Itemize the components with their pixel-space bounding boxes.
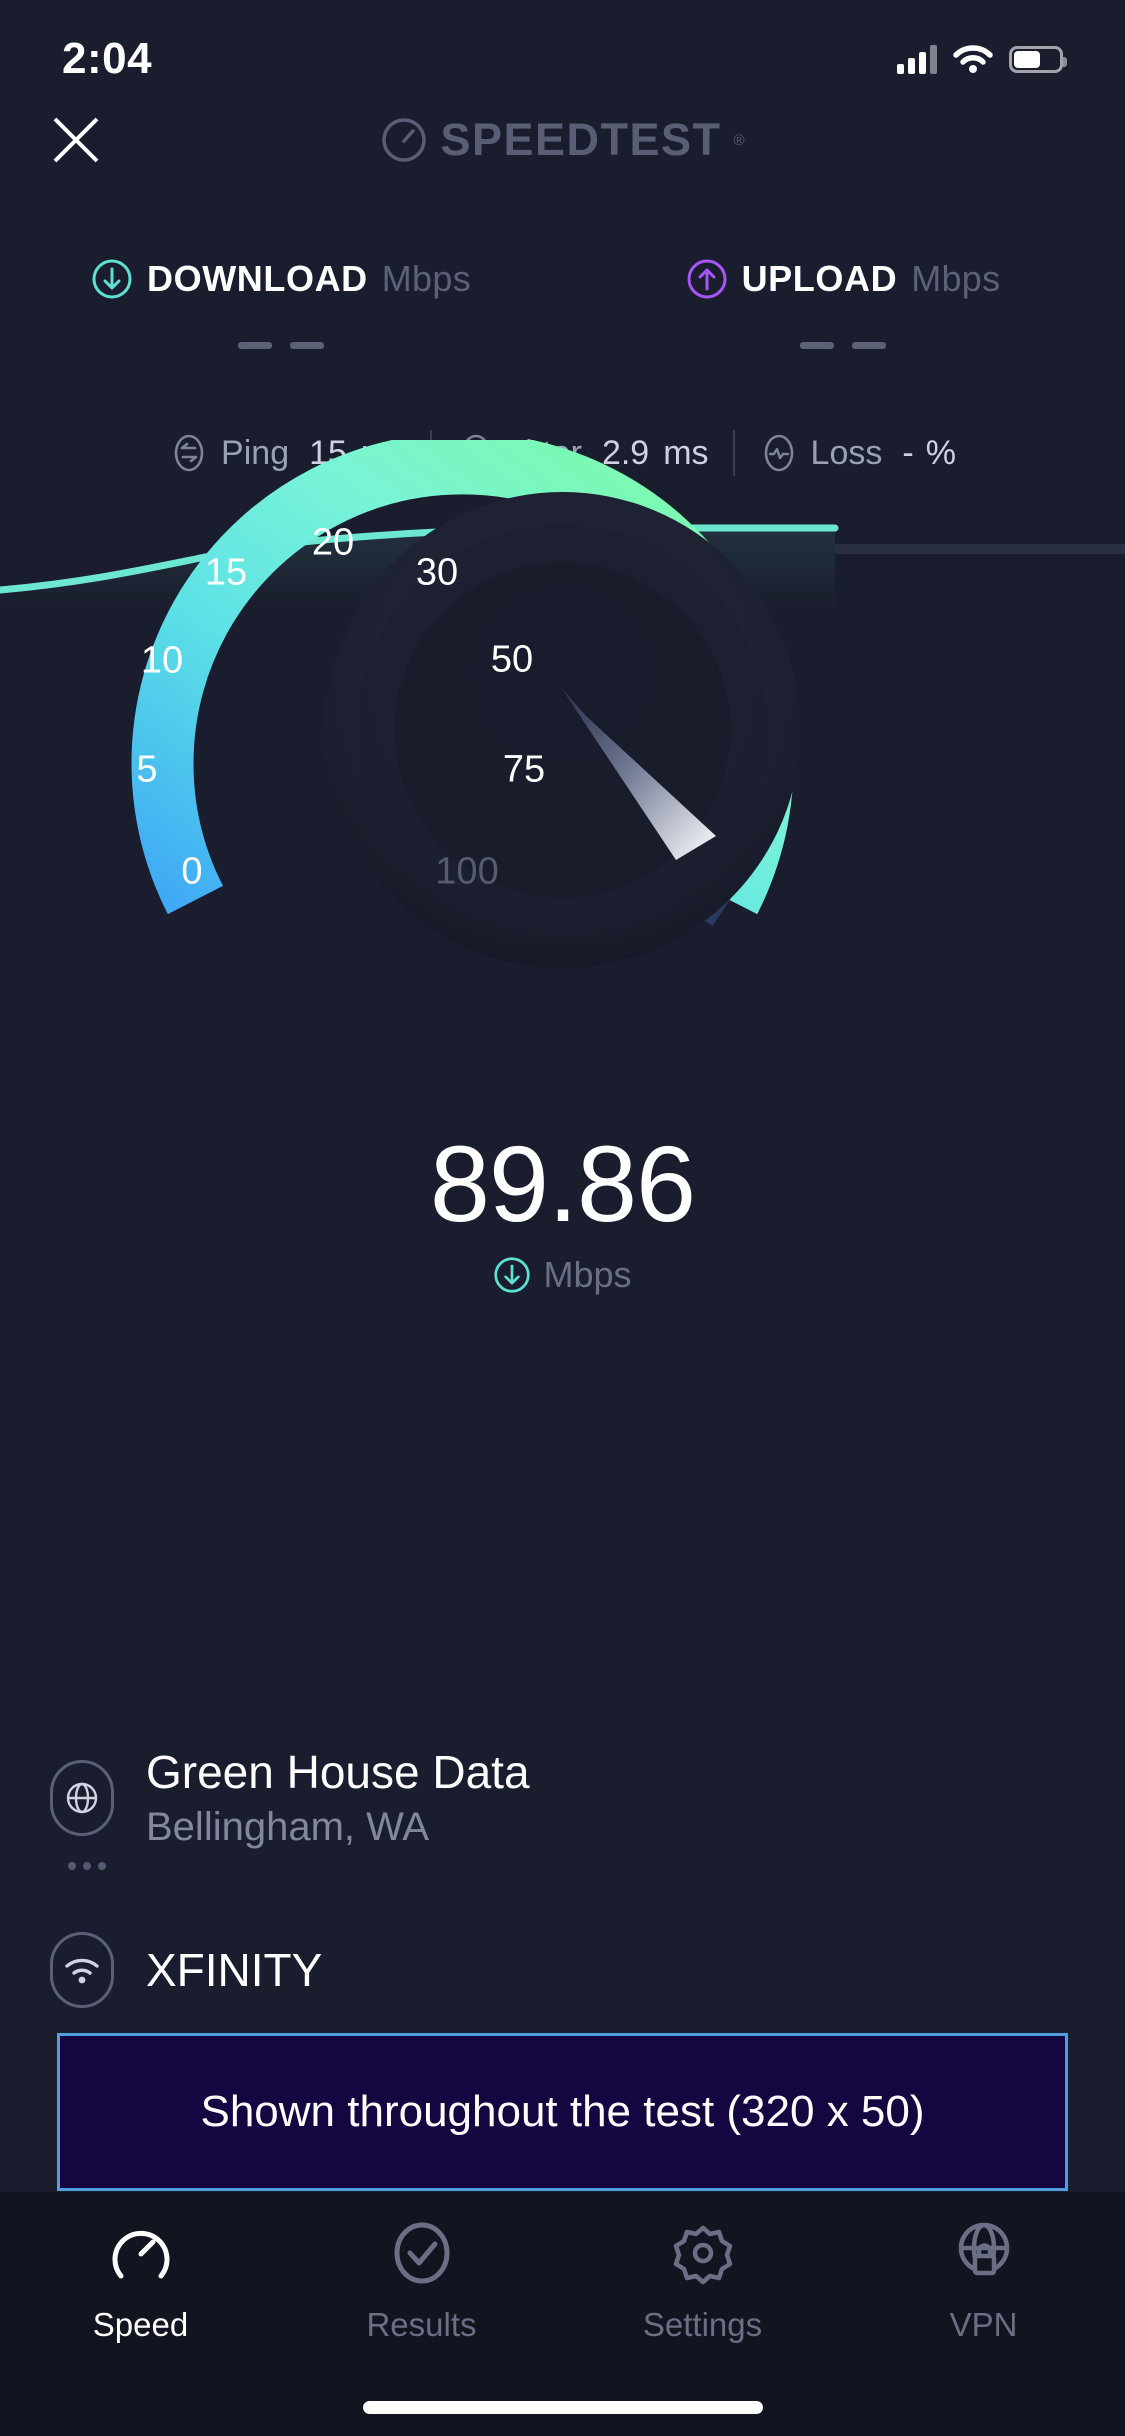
ellipsis-icon[interactable] xyxy=(68,1862,1075,1870)
battery-icon xyxy=(1009,45,1067,73)
upload-arrow-icon xyxy=(687,259,727,299)
loss-label: Loss xyxy=(810,433,883,472)
connection-info: Green House Data Bellingham, WA XFINITY xyxy=(50,1745,1075,2008)
wifi-icon xyxy=(50,1932,114,2008)
tab-settings[interactable]: Settings xyxy=(562,2220,843,2344)
gauge-tick-50: 50 xyxy=(490,638,534,681)
brand-trademark: ® xyxy=(733,131,745,149)
download-label: DOWNLOAD xyxy=(147,258,368,299)
ad-banner-text: Shown throughout the test (320 x 50) xyxy=(200,2087,925,2136)
loss-value: - xyxy=(902,433,914,472)
isp-row[interactable]: XFINITY xyxy=(50,1932,1075,2008)
status-indicators xyxy=(897,44,1067,74)
close-button[interactable] xyxy=(40,104,112,176)
ping-label: Ping xyxy=(221,433,290,472)
globe-icon xyxy=(50,1759,114,1836)
loss-stat: Loss - % xyxy=(759,433,956,473)
bottom-tab-bar: Speed Results Settings VPN xyxy=(0,2192,1125,2436)
loss-unit: % xyxy=(925,433,956,472)
brand-name: SPEEDTEST xyxy=(440,114,722,165)
tab-results[interactable]: Results xyxy=(281,2220,562,2344)
tab-label-results: Results xyxy=(366,2306,477,2343)
gauge-tick-30: 30 xyxy=(415,551,459,594)
jitter-value: 2.9 xyxy=(601,433,650,472)
upload-label: UPLOAD xyxy=(741,258,898,299)
check-circle-icon xyxy=(394,2222,449,2284)
tab-vpn[interactable]: VPN xyxy=(843,2220,1124,2344)
speed-metrics-row: DOWNLOAD Mbps UPLOAD Mbps xyxy=(0,258,1125,349)
ad-banner[interactable]: Shown throughout the test (320 x 50) xyxy=(57,2033,1068,2191)
graph-track xyxy=(835,544,1125,554)
speedometer-icon xyxy=(112,2230,169,2279)
isp-name: XFINITY xyxy=(146,1944,323,1996)
brand-logo: SPEEDTEST ® xyxy=(380,114,745,166)
gauge-unit-row: Mbps xyxy=(493,1254,632,1296)
close-icon xyxy=(53,117,99,163)
status-time: 2:04 xyxy=(62,34,153,83)
download-unit: Mbps xyxy=(381,258,471,299)
app-header: SPEEDTEST ® xyxy=(0,100,1125,180)
tab-label-vpn: VPN xyxy=(949,2306,1018,2343)
upload-value xyxy=(800,342,886,349)
gauge-tick-20: 20 xyxy=(311,521,355,564)
jitter-unit: ms xyxy=(663,433,709,472)
download-metric: DOWNLOAD Mbps xyxy=(0,258,562,349)
gauge-value: 89.86 xyxy=(429,1123,696,1244)
gauge-tick-100: 100 xyxy=(435,850,499,893)
status-bar: 2:04 xyxy=(0,0,1125,100)
globe-lock-icon xyxy=(958,2222,1009,2276)
gauge-readout: 89.86 Mbps xyxy=(0,1130,1125,1296)
server-row[interactable]: Green House Data Bellingham, WA xyxy=(50,1745,1075,1850)
gauge-tick-15: 15 xyxy=(204,551,248,594)
gauge-svg xyxy=(131,432,801,968)
download-arrow-icon xyxy=(92,259,132,299)
signal-bars-icon xyxy=(897,44,937,74)
tab-label-settings: Settings xyxy=(642,2306,763,2343)
stats-divider-2 xyxy=(732,430,735,476)
gauge-tick-labels: 0 5 10 15 20 30 50 75 100 xyxy=(0,440,1125,1000)
tab-speed[interactable]: Speed xyxy=(0,2220,281,2344)
wifi-icon xyxy=(953,45,993,73)
upload-metric: UPLOAD Mbps xyxy=(562,258,1124,349)
tab-label-speed: Speed xyxy=(92,2306,189,2343)
speed-gauge xyxy=(0,432,1125,1000)
loss-icon xyxy=(764,434,793,472)
gear-icon xyxy=(673,2225,732,2285)
download-value xyxy=(238,342,324,349)
gauge-tick-5: 5 xyxy=(136,748,158,791)
upload-unit: Mbps xyxy=(911,258,1001,299)
home-indicator xyxy=(362,2401,763,2414)
download-arrow-icon xyxy=(494,1257,531,1293)
gauge-tick-75: 75 xyxy=(502,748,546,791)
ping-icon xyxy=(174,434,204,472)
gauge-unit: Mbps xyxy=(543,1254,632,1295)
gauge-tick-0: 0 xyxy=(181,850,203,893)
gauge-needle xyxy=(560,686,716,860)
server-location: Bellingham, WA xyxy=(146,1805,430,1849)
server-name: Green House Data xyxy=(146,1746,530,1798)
gauge-tick-10: 10 xyxy=(140,639,184,682)
speedometer-icon xyxy=(382,118,427,162)
